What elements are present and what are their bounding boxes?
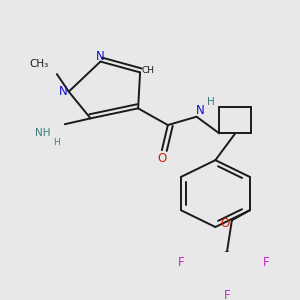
Text: F: F (224, 289, 230, 300)
Text: O: O (157, 152, 167, 165)
Text: N: N (96, 50, 105, 63)
Text: F: F (263, 256, 270, 268)
Text: N: N (196, 103, 205, 116)
Text: N: N (58, 85, 67, 98)
Text: NH: NH (35, 128, 51, 138)
Text: F: F (178, 256, 185, 268)
Text: H: H (207, 97, 214, 107)
Text: H: H (53, 138, 60, 147)
Text: CH: CH (142, 66, 154, 75)
Text: O: O (220, 217, 230, 230)
Text: CH₃: CH₃ (29, 59, 49, 69)
